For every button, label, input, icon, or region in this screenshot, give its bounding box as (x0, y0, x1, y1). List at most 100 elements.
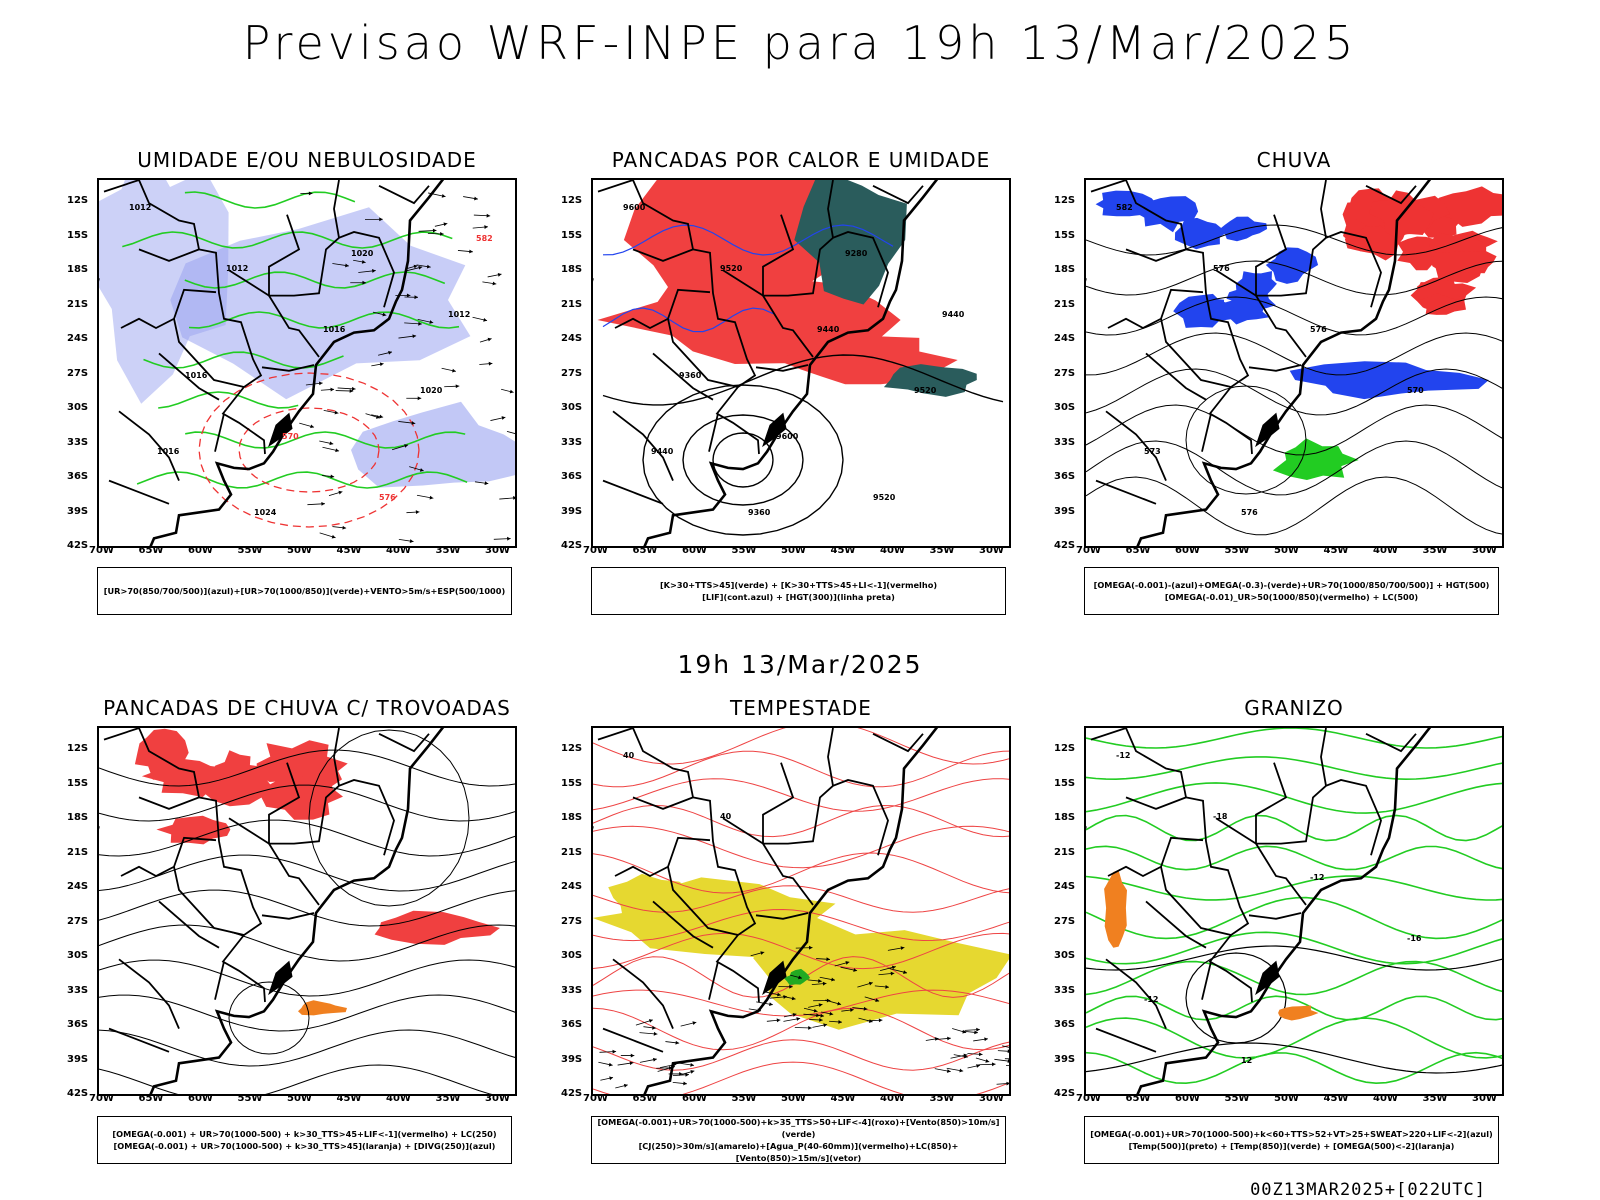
wind-vector-head (432, 228, 437, 233)
longitude-label: 60W (188, 545, 213, 556)
latitude-label: 21S (1054, 846, 1076, 858)
country-border (602, 479, 664, 505)
wind-vector-head (388, 350, 392, 355)
panel-legend: [OMEGA(-0.001)+UR>70(1000-500)+k<60+TTS>… (1084, 1116, 1499, 1164)
longitude-label: 70W (1076, 1093, 1101, 1104)
wind-vector-head (820, 1013, 825, 1018)
wind-vector-head (509, 389, 514, 394)
precipitable-water-contour (593, 1039, 1009, 1071)
latitude-label: 15S (67, 777, 89, 789)
wind-vector-head (419, 468, 424, 472)
panel-title: UMIDADE E/OU NEBULOSIDADE (137, 148, 477, 172)
wind-vector-head (334, 410, 339, 415)
wind-vector-head (808, 945, 813, 950)
wind-vector-head (692, 1021, 697, 1025)
humidity-contour (136, 471, 468, 489)
country-border (120, 836, 217, 878)
longitude-label: 70W (583, 545, 608, 556)
wind-vector-head (406, 293, 411, 298)
latitude-label: 39S (561, 505, 583, 517)
contour-label: 573 (1144, 447, 1161, 456)
wind-vector-head (415, 510, 420, 514)
contour-label: -12 (1310, 873, 1324, 882)
precipitable-water-contour (593, 989, 1009, 1017)
country-border (1145, 352, 1207, 401)
latitude-label: 18S (1054, 264, 1076, 275)
latitude-label: 27S (67, 367, 89, 379)
country-border (1107, 836, 1204, 878)
wind-vector-head (497, 272, 502, 277)
wind-vector-head (963, 1054, 968, 1059)
longitude-label: 30W (485, 1093, 510, 1104)
contour-label: 1020 (351, 249, 374, 258)
country-border (632, 796, 694, 810)
wind-vector-head (776, 1018, 781, 1023)
latitude-label: 36S (1054, 471, 1076, 482)
temperature-850-contour (1086, 756, 1502, 781)
country-border (103, 180, 266, 455)
wind-vector-head (413, 264, 418, 269)
longitude-label: 30W (979, 1093, 1004, 1104)
contour-label: 9600 (623, 203, 646, 212)
wind-vector-head (675, 1040, 680, 1045)
coastline (1136, 728, 1432, 1094)
wind-vector-head (789, 984, 793, 989)
wind-vector-head (362, 280, 366, 285)
longitude-label: 50W (1274, 1093, 1299, 1104)
longitude-label: 40W (386, 1093, 411, 1104)
height-contour (682, 414, 804, 506)
wind-vector-head (1007, 1049, 1009, 1054)
longitude-label: 70W (583, 1093, 608, 1104)
longitude-label: 60W (682, 545, 707, 556)
map-canvas: 1012 1012 1016 1020 1016 1024 1020 1012 1016 570 5… (99, 180, 515, 546)
longitude-label: 35W (929, 545, 955, 556)
country-border (269, 231, 395, 308)
wind-vector-head (418, 265, 423, 270)
height-contour (1086, 404, 1502, 456)
latitude-label: 36S (561, 471, 583, 482)
map-panel: 582 576 576 570 573 576 (1084, 178, 1504, 548)
country-border (1090, 180, 1253, 455)
longitude-label: 35W (435, 1093, 461, 1104)
wind-vector-head (685, 1072, 689, 1077)
temperature-850-contour (1086, 782, 1502, 814)
latitude-label: 21S (1054, 298, 1076, 310)
longitude-label: 55W (1224, 1093, 1250, 1104)
legend-line: [UR>70(850/700/500)](azul)+[UR>70(1000/8… (103, 586, 506, 596)
country-border (1107, 288, 1204, 330)
humidity-fill (170, 207, 471, 400)
wind-vector-head (934, 1037, 939, 1041)
latitude-label: 12S (1054, 195, 1076, 206)
wind-vector-head (630, 1053, 635, 1058)
longitude-label: 55W (731, 545, 757, 556)
latitude-label: 24S (1054, 333, 1076, 344)
country-border (602, 1027, 664, 1053)
humidity-contour (185, 431, 466, 449)
wind-vector-head (690, 1070, 695, 1074)
storm-fill (156, 815, 231, 845)
latitude-label: 30S (67, 402, 89, 413)
country-border (632, 248, 694, 262)
longitude-label: 40W (1373, 545, 1398, 556)
latitude-label: 27S (561, 367, 583, 379)
wind-vector-head (484, 481, 489, 486)
latitude-label: 24S (561, 333, 583, 344)
country-border (652, 352, 714, 401)
latitude-label: 27S (1054, 915, 1076, 927)
contour-label: 9360 (679, 371, 702, 380)
country-border (378, 732, 430, 753)
wind-vector-head (652, 1057, 657, 1062)
longitude-label: 55W (731, 1093, 757, 1104)
country-border (214, 961, 225, 1000)
country-border (667, 866, 739, 936)
streamline (99, 1029, 515, 1067)
longitude-label: 65W (138, 1093, 164, 1104)
wind-vector-head (379, 217, 383, 222)
wind-vector-head (329, 441, 334, 446)
country-border (1095, 479, 1157, 505)
wind-vector-head (417, 396, 422, 401)
wind-vector-head (978, 1052, 983, 1057)
country-border (261, 364, 315, 372)
longitude-label: 50W (781, 1093, 806, 1104)
contour-label: 1012 (226, 264, 248, 273)
